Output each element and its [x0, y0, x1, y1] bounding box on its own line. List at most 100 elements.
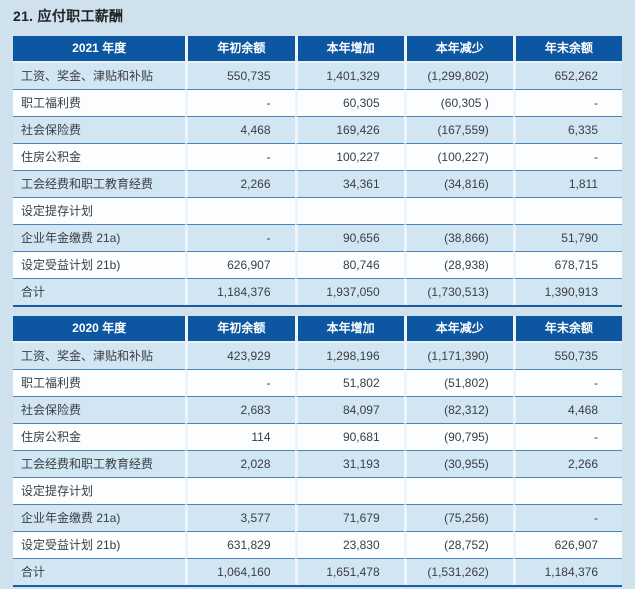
- value-cell: (1,730,513): [403, 279, 513, 305]
- period-header-cell: 2021 年度: [13, 36, 186, 63]
- value-cell: 1,184,376: [185, 279, 295, 305]
- value-cell: 6,335: [512, 117, 622, 144]
- value-cell: [185, 198, 295, 225]
- value-cell: -: [512, 90, 622, 117]
- value-cell: [403, 198, 513, 225]
- column-header-cell: 本年增加: [294, 316, 404, 343]
- value-cell: 550,735: [512, 343, 622, 370]
- table-row: 设定受益计划 21b) 626,907 80,746 (28,938) 678,715: [13, 252, 622, 279]
- table-row: 工会经费和职工教育经费 2,266 34,361 (34,816) 1,811: [13, 171, 622, 198]
- value-cell: 1,811: [512, 171, 622, 198]
- value-cell: 626,907: [512, 532, 622, 559]
- value-cell: 678,715: [512, 252, 622, 279]
- header-row: 2021 年度 年初余额 本年增加 本年减少 年末余额: [13, 36, 622, 63]
- value-cell: (167,559): [403, 117, 513, 144]
- value-cell: 71,679: [294, 505, 404, 532]
- value-cell: -: [512, 424, 622, 451]
- table-row: 工资、奖金、津贴和补贴 423,929 1,298,196 (1,171,390) 55…: [13, 343, 622, 370]
- table-row: 住房公积金 114 90,681 (90,795) -: [13, 424, 622, 451]
- value-cell: (28,752): [403, 532, 513, 559]
- value-cell: (60,305 ): [403, 90, 513, 117]
- row-label-cell: 职工福利费: [13, 370, 186, 397]
- value-cell: (38,866): [403, 225, 513, 252]
- table-row: 企业年金缴费 21a) -90,656 (38,866) 51,790: [13, 225, 622, 252]
- value-cell: 631,829: [185, 532, 295, 559]
- value-cell: 2,266: [185, 171, 295, 198]
- table-row: 职工福利费 -60,305 (60,305 ) -: [13, 90, 622, 117]
- value-cell: (1,531,262): [403, 559, 513, 585]
- value-cell: 51,802: [294, 370, 404, 397]
- value-cell: [185, 478, 295, 505]
- value-cell: -: [185, 370, 295, 397]
- value-cell: (75,256): [403, 505, 513, 532]
- value-cell: -: [512, 144, 622, 171]
- row-label-cell: 企业年金缴费 21a): [13, 505, 186, 532]
- section-row: 设定提存计划: [13, 198, 622, 225]
- value-cell: [512, 478, 622, 505]
- row-label-cell: 设定提存计划: [13, 478, 186, 505]
- value-cell: 90,656: [294, 225, 404, 252]
- value-cell: 90,681: [294, 424, 404, 451]
- row-label-cell: 设定提存计划: [13, 198, 186, 225]
- value-cell: (51,802): [403, 370, 513, 397]
- value-cell: 1,390,913: [512, 279, 622, 305]
- table-row: 社会保险费 2,683 84,097 (82,312) 4,468: [13, 397, 622, 424]
- table-row: 社会保险费 4,468 169,426 (167,559) 6,335: [13, 117, 622, 144]
- value-cell: [294, 478, 404, 505]
- value-cell: 1,184,376: [512, 559, 622, 585]
- value-cell: (34,816): [403, 171, 513, 198]
- value-cell: -: [512, 370, 622, 397]
- row-label-cell: 工资、奖金、津贴和补贴: [13, 63, 186, 90]
- table-row: 职工福利费 -51,802 (51,802) -: [13, 370, 622, 397]
- row-label-cell: 职工福利费: [13, 90, 186, 117]
- value-cell: 423,929: [185, 343, 295, 370]
- payroll-table-2021: 2021 年度 年初余额 本年增加 本年减少 年末余额 工资、奖金、津贴和补贴 550,73…: [13, 36, 622, 307]
- value-cell: 1,401,329: [294, 63, 404, 90]
- value-cell: (82,312): [403, 397, 513, 424]
- value-cell: [403, 478, 513, 505]
- row-label-cell: 住房公积金: [13, 144, 186, 171]
- section-title: 21. 应付职工薪酬: [13, 8, 124, 24]
- value-cell: 1,064,160: [185, 559, 295, 585]
- header-row: 2020 年度 年初余额 本年增加 本年减少 年末余额: [13, 316, 622, 343]
- value-cell: (90,795): [403, 424, 513, 451]
- table-row: 住房公积金 -100,227 (100,227) -: [13, 144, 622, 171]
- value-cell: 2,266: [512, 451, 622, 478]
- column-header-cell: 本年减少: [403, 36, 513, 63]
- column-header-cell: 年初余额: [185, 316, 295, 343]
- table-row: 企业年金缴费 21a) 3,577 71,679 (75,256) -: [13, 505, 622, 532]
- column-header-cell: 本年减少: [403, 316, 513, 343]
- value-cell: (1,171,390): [403, 343, 513, 370]
- row-label-cell: 设定受益计划 21b): [13, 252, 186, 279]
- value-cell: 80,746: [294, 252, 404, 279]
- value-cell: -: [185, 90, 295, 117]
- row-label-cell: 企业年金缴费 21a): [13, 225, 186, 252]
- value-cell: 51,790: [512, 225, 622, 252]
- total-row: 合计 1,064,160 1,651,478 (1,531,262) 1,184,376: [13, 559, 622, 585]
- payroll-tables-container: 2021 年度 年初余额 本年增加 本年减少 年末余额 工资、奖金、津贴和补贴 550,73…: [13, 36, 622, 587]
- column-header-cell: 本年增加: [294, 36, 404, 63]
- value-cell: 626,907: [185, 252, 295, 279]
- value-cell: 34,361: [294, 171, 404, 198]
- value-cell: [512, 198, 622, 225]
- value-cell: 84,097: [294, 397, 404, 424]
- table-row: 工会经费和职工教育经费 2,028 31,193 (30,955) 2,266: [13, 451, 622, 478]
- value-cell: (1,299,802): [403, 63, 513, 90]
- value-cell: 550,735: [185, 63, 295, 90]
- row-label-cell: 合计: [13, 279, 186, 305]
- value-cell: 2,683: [185, 397, 295, 424]
- value-cell: (100,227): [403, 144, 513, 171]
- value-cell: [294, 198, 404, 225]
- value-cell: (28,938): [403, 252, 513, 279]
- value-cell: 23,830: [294, 532, 404, 559]
- row-label-cell: 工会经费和职工教育经费: [13, 171, 186, 198]
- column-header-cell: 年初余额: [185, 36, 295, 63]
- table-row: 工资、奖金、津贴和补贴 550,735 1,401,329 (1,299,802) 65…: [13, 63, 622, 90]
- value-cell: 2,028: [185, 451, 295, 478]
- total-row: 合计 1,184,376 1,937,050 (1,730,513) 1,390,913: [13, 279, 622, 305]
- value-cell: 4,468: [185, 117, 295, 144]
- value-cell: 114: [185, 424, 295, 451]
- payroll-table-2020: 2020 年度 年初余额 本年增加 本年减少 年末余额 工资、奖金、津贴和补贴 423,92…: [13, 316, 622, 587]
- row-label-cell: 设定受益计划 21b): [13, 532, 186, 559]
